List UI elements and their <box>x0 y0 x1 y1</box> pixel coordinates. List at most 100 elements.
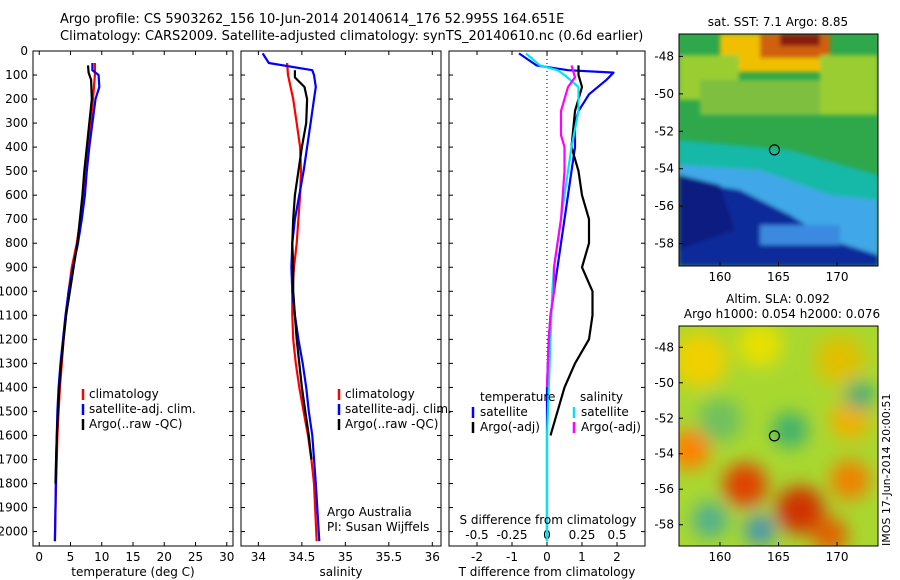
legend-label: Argo(-adj) <box>480 420 540 434</box>
x-tick-label: -2 <box>471 550 483 564</box>
series-line <box>261 52 321 542</box>
map-x-tick-label: 165 <box>767 270 790 284</box>
temperature-panel-frame <box>32 50 234 547</box>
legend-label: satellite <box>480 405 528 419</box>
x-tick-label: 15 <box>125 550 140 564</box>
difference-xlabel-top: S difference from climatology <box>460 513 637 527</box>
x-tick-label: 25 <box>188 550 203 564</box>
map-x-tick-label: 170 <box>826 270 849 284</box>
depth-tick-label: 600 <box>5 188 28 202</box>
imos-timestamp: IMOS 17-Jun-2014 20:00:51 <box>880 393 893 546</box>
map-y-tick-label: -50 <box>654 376 674 390</box>
series-line <box>549 65 594 436</box>
legend-title: temperature <box>480 390 555 404</box>
depth-tick-label: 1400 <box>0 380 28 394</box>
depth-tick-label: 200 <box>5 92 28 106</box>
legend-label: satellite <box>581 405 629 419</box>
x-tick-label: 35 <box>338 550 353 564</box>
depth-tick-label: 900 <box>5 260 28 274</box>
salinity-panel-frame <box>240 50 442 547</box>
depth-tick-label: 0 <box>20 44 28 58</box>
depth-tick-label: 2000 <box>0 525 28 539</box>
map-y-tick-label: -50 <box>654 87 674 101</box>
depth-tick-label: 800 <box>5 236 28 250</box>
depth-tick-label: 1100 <box>0 308 28 322</box>
x-tick-label: 34 <box>251 550 266 564</box>
x-tick-label: 0 <box>543 550 551 564</box>
map-y-tick-label: -52 <box>654 411 674 425</box>
argo-float-marker-sla <box>768 430 781 442</box>
depth-tick-label: 500 <box>5 164 28 178</box>
map-y-tick-label: -56 <box>654 199 674 213</box>
legend-label: Argo(..raw -QC) <box>345 417 438 431</box>
figure-title-line2: Climatology: CARS2009. Satellite-adjuste… <box>60 29 643 44</box>
sst-map-axes: 160 165 170 -48 -50 -52 -54 -56 -58 <box>654 49 848 284</box>
difference-xlabel: T difference from climatology <box>458 565 636 579</box>
depth-tick-label: 1000 <box>0 284 28 298</box>
depth-axis: 0 100 200 300 400 500 600 700 800 900 1000 1100 1200… <box>0 44 645 539</box>
map-y-tick-label: -54 <box>654 162 674 176</box>
series-line <box>53 63 101 542</box>
depth-tick-label: 400 <box>5 140 28 154</box>
depth-tick-label: 1900 <box>0 501 28 515</box>
argo-australia-label: Argo Australia <box>327 505 412 519</box>
sla-heatmap <box>679 326 878 546</box>
legend-label: satellite-adj. clim. <box>345 402 452 416</box>
top-tick-label: -0.5 <box>465 528 488 542</box>
legend-label: Argo(-adj) <box>581 420 641 434</box>
map-y-tick-label: -54 <box>654 447 674 461</box>
map-y-tick-label: -58 <box>654 237 674 251</box>
series-line <box>518 52 615 542</box>
legend-label: climatology <box>89 387 159 401</box>
series-line <box>291 70 313 460</box>
depth-tick-label: 700 <box>5 212 28 226</box>
x-tick-label: 0 <box>35 550 43 564</box>
x-tick-label: 36 <box>425 550 440 564</box>
sst-map-title: sat. SST: 7.1 Argo: 8.85 <box>708 15 848 29</box>
x-tick-label: 1 <box>578 550 586 564</box>
legend-label: satellite-adj. clim. <box>89 402 196 416</box>
legend-title: salinity <box>580 390 623 404</box>
x-tick-label: 34.5 <box>289 550 316 564</box>
x-tick-label: -1 <box>506 550 518 564</box>
x-tick-label: 2 <box>613 550 621 564</box>
x-tick-label: 30 <box>219 550 234 564</box>
top-tick-label: 0.5 <box>607 528 626 542</box>
sla-map-axes: 160 165 170 -48 -50 -52 -54 -56 -58 <box>654 340 848 564</box>
series-line <box>286 62 318 542</box>
argo-float-marker <box>768 144 781 156</box>
map-x-tick-label: 170 <box>826 550 849 564</box>
top-tick-label: -0.25 <box>496 528 527 542</box>
depth-tick-label: 100 <box>5 68 28 82</box>
map-y-tick-label: -58 <box>654 518 674 532</box>
x-tick-label: 10 <box>94 550 109 564</box>
depth-tick-label: 1600 <box>0 428 28 442</box>
legend-label: Argo(..raw -QC) <box>89 417 182 431</box>
figure-title-line1: Argo profile: CS 5903262_156 10-Jun-2014… <box>60 12 564 27</box>
map-y-tick-label: -52 <box>654 124 674 138</box>
map-y-tick-label: -48 <box>654 340 674 354</box>
map-y-tick-label: -48 <box>654 49 674 63</box>
top-tick-label: 0.25 <box>569 528 596 542</box>
map-y-tick-label: -56 <box>654 482 674 496</box>
x-tick-label: 5 <box>67 550 75 564</box>
legend-label: climatology <box>345 387 415 401</box>
sla-map-title-line2: Argo h1000: 0.054 h2000: 0.076 <box>684 307 880 321</box>
depth-tick-label: 300 <box>5 116 28 130</box>
series-line <box>54 65 93 484</box>
sst-heatmap <box>679 34 878 266</box>
depth-tick-label: 1200 <box>0 332 28 346</box>
series-line <box>545 65 577 388</box>
x-tick-label: 20 <box>157 550 172 564</box>
salinity-xlabel: salinity <box>319 565 362 579</box>
depth-tick-label: 1300 <box>0 356 28 370</box>
salinity-plot: 34 34.5 35 35.5 36 climatologysatellite-adj. … <box>251 51 452 564</box>
map-x-tick-label: 160 <box>709 550 732 564</box>
x-tick-label: 35.5 <box>375 550 402 564</box>
depth-tick-label: 1700 <box>0 452 28 466</box>
sla-map-title-line1: Altim. SLA: 0.092 <box>726 292 830 306</box>
series-line <box>525 52 580 542</box>
